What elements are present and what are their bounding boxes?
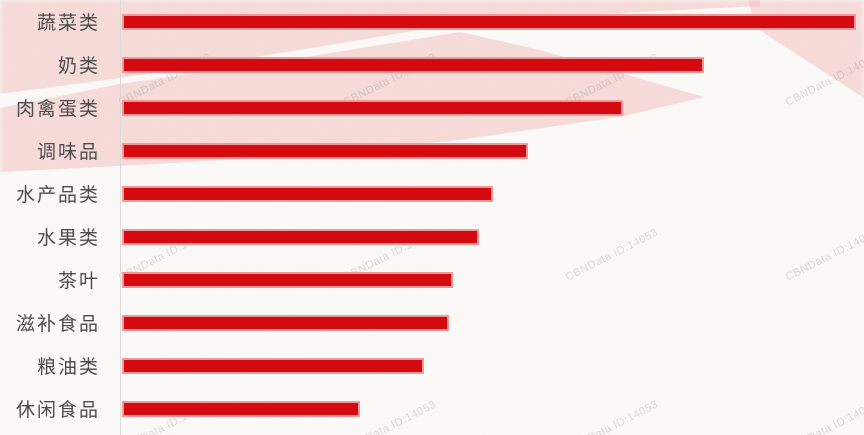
category-label: 水产品类: [15, 184, 100, 206]
chart-row: 调味品: [0, 129, 864, 172]
chart-row: 肉禽蛋类: [0, 86, 864, 129]
bar: [122, 185, 493, 202]
category-label: 蔬菜类: [36, 12, 100, 34]
bar: [122, 228, 479, 245]
category-label: 茶叶: [57, 270, 100, 292]
chart-row: 粮油类: [0, 344, 864, 387]
category-label: 粮油类: [36, 356, 100, 378]
bar: [122, 271, 453, 288]
category-label: 肉禽蛋类: [15, 98, 100, 120]
category-label: 滋补食品: [15, 313, 100, 335]
bar: [122, 400, 360, 417]
chart-row: 奶类: [0, 43, 864, 86]
chart-row: 蔬菜类: [0, 0, 864, 43]
category-label: 休闲食品: [15, 399, 100, 421]
chart-row: 滋补食品: [0, 301, 864, 344]
bar: [122, 314, 449, 331]
chart-row: 水产品类: [0, 172, 864, 215]
bar: [122, 56, 704, 73]
bar: [122, 142, 528, 159]
bar: [122, 357, 424, 374]
chart-row: 茶叶: [0, 258, 864, 301]
bar: [122, 13, 856, 30]
chart-row: 水果类: [0, 215, 864, 258]
bar: [122, 99, 623, 116]
category-label: 水果类: [36, 227, 100, 249]
chart-row: 休闲食品: [0, 387, 864, 430]
category-label: 调味品: [36, 141, 100, 163]
category-label: 奶类: [57, 55, 100, 77]
